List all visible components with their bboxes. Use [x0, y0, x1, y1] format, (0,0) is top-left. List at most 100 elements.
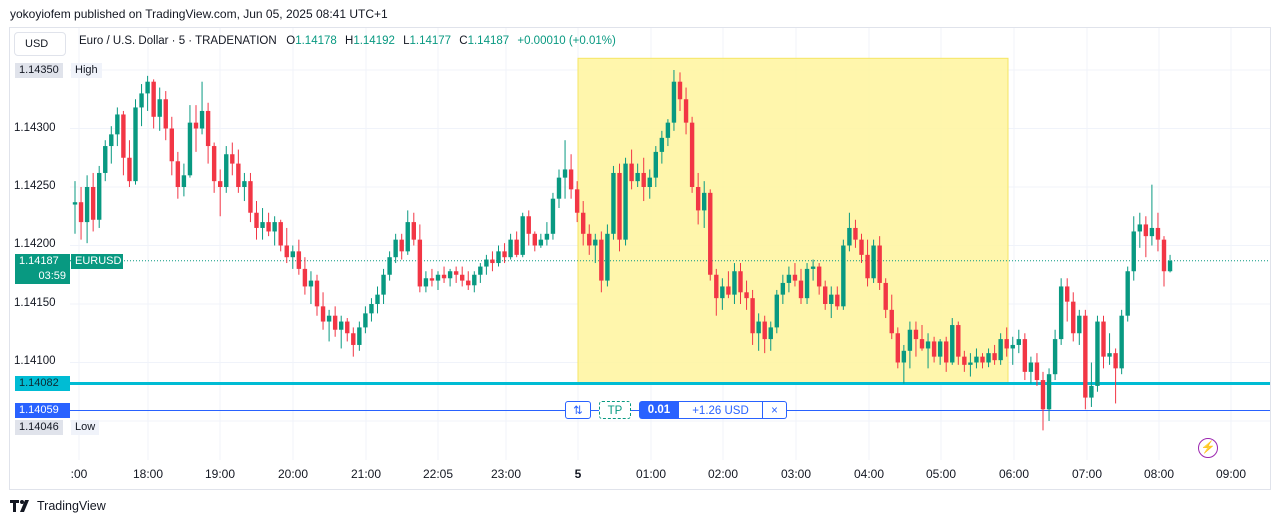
candles: [72, 70, 1173, 431]
candle-body: [302, 268, 308, 287]
candle-body: [1137, 224, 1142, 232]
candle-body: [205, 110, 211, 147]
reverse-position-icon[interactable]: ⇅: [565, 401, 591, 419]
candle-body: [139, 93, 144, 108]
order-line-controls[interactable]: ⇅ TP 0.01 +1.26 USD ×: [565, 401, 787, 419]
candle-body: [363, 313, 368, 328]
time-label: 06:00: [998, 467, 1030, 481]
candle-body: [145, 81, 150, 94]
candle-body: [1010, 344, 1015, 349]
candle-body: [925, 341, 931, 349]
candle-body: [121, 114, 126, 158]
candle-body: [956, 325, 961, 357]
candle-body: [242, 181, 247, 187]
candle-body: [369, 304, 374, 314]
candle-body: [562, 169, 568, 178]
candle-body: [689, 122, 695, 187]
price-tick: 1.14250: [14, 180, 56, 192]
highlight-rectangle: [577, 57, 1009, 385]
candle-body: [653, 151, 658, 178]
candle-body: [447, 271, 453, 279]
price-tick: 1.14150: [14, 297, 56, 309]
candle-body: [496, 251, 501, 264]
candle-body: [581, 212, 586, 234]
candle-body: [1119, 315, 1124, 369]
candle-body: [284, 245, 289, 258]
high-word-tag: High: [71, 63, 102, 78]
close-order-icon[interactable]: ×: [763, 401, 787, 419]
time-label: 04:00: [853, 467, 885, 481]
candle-body: [792, 274, 798, 281]
candle-body: [272, 222, 277, 232]
candle-body: [629, 163, 634, 182]
candle-body: [587, 233, 592, 246]
candle-body: [1016, 339, 1021, 345]
candle-body: [211, 146, 217, 182]
candle-body: [617, 172, 622, 240]
candle-body: [671, 81, 677, 123]
time-label: 01:00: [635, 467, 667, 481]
legend-high: 1.14192: [353, 35, 395, 47]
candle-body: [695, 187, 701, 211]
candle-body: [460, 274, 465, 281]
candle-body: [1065, 286, 1070, 302]
candle-body: [230, 154, 235, 164]
candle-body: [1143, 224, 1149, 237]
candle-body: [641, 172, 646, 187]
candle-body: [798, 280, 804, 299]
time-label: 05:00: [925, 467, 957, 481]
candle-body: [974, 356, 979, 363]
candle-body: [841, 245, 846, 307]
time-label: 09:00: [1215, 467, 1247, 481]
candle-body: [103, 146, 108, 173]
candle-body: [665, 122, 671, 138]
candle-body: [931, 341, 937, 357]
countdown-tag: 03:59: [15, 269, 70, 284]
candle-body: [254, 212, 259, 228]
candle-body: [1113, 353, 1118, 369]
candle-body: [332, 315, 338, 330]
candle-body: [175, 161, 181, 187]
currency-button[interactable]: USD: [14, 32, 66, 56]
candle-body: [97, 172, 102, 220]
tradingview-logo-icon: [10, 500, 29, 512]
candle-body: [417, 239, 423, 287]
time-label: 21:00: [350, 467, 382, 481]
legend-o-label: O: [286, 35, 296, 47]
published-caption: yokoyiofem published on TradingView.com,…: [10, 7, 388, 21]
candle-body: [1046, 374, 1052, 410]
candle-body: [478, 266, 483, 275]
candle-body: [224, 154, 229, 187]
legend-symbol: Euro / U.S. Dollar · 5 · TRADENATION: [79, 35, 277, 47]
legend-open: 1.14178: [295, 35, 337, 47]
candle-body: [1161, 239, 1167, 272]
lightning-icon[interactable]: ⚡: [1198, 438, 1218, 458]
candle-body: [768, 327, 773, 340]
candle-body: [1004, 339, 1009, 349]
candle-body: [181, 175, 187, 187]
candle-body: [544, 233, 550, 240]
candle-body: [732, 271, 737, 295]
candle-body: [968, 362, 973, 365]
candle-body: [357, 327, 362, 345]
candle-body: [1040, 380, 1046, 410]
candle-body: [847, 227, 852, 246]
candle-body: [944, 341, 949, 363]
time-label: 08:00: [1143, 467, 1175, 481]
time-label: 23:00: [490, 467, 522, 481]
legend-c-label: C: [459, 35, 468, 47]
take-profit-button[interactable]: TP: [599, 401, 631, 419]
legend-l-label: L: [403, 35, 410, 47]
candle-body: [1028, 362, 1034, 372]
candle-body: [435, 274, 441, 281]
candle-body: [786, 274, 792, 283]
candle-body: [1052, 339, 1058, 375]
candle-body: [1101, 321, 1106, 357]
order-quantity[interactable]: 0.01: [639, 401, 679, 419]
candle-body: [574, 189, 580, 213]
candle-body: [90, 187, 96, 220]
candle-body: [683, 99, 689, 123]
candle-body: [387, 257, 392, 275]
candle-body: [375, 294, 380, 304]
